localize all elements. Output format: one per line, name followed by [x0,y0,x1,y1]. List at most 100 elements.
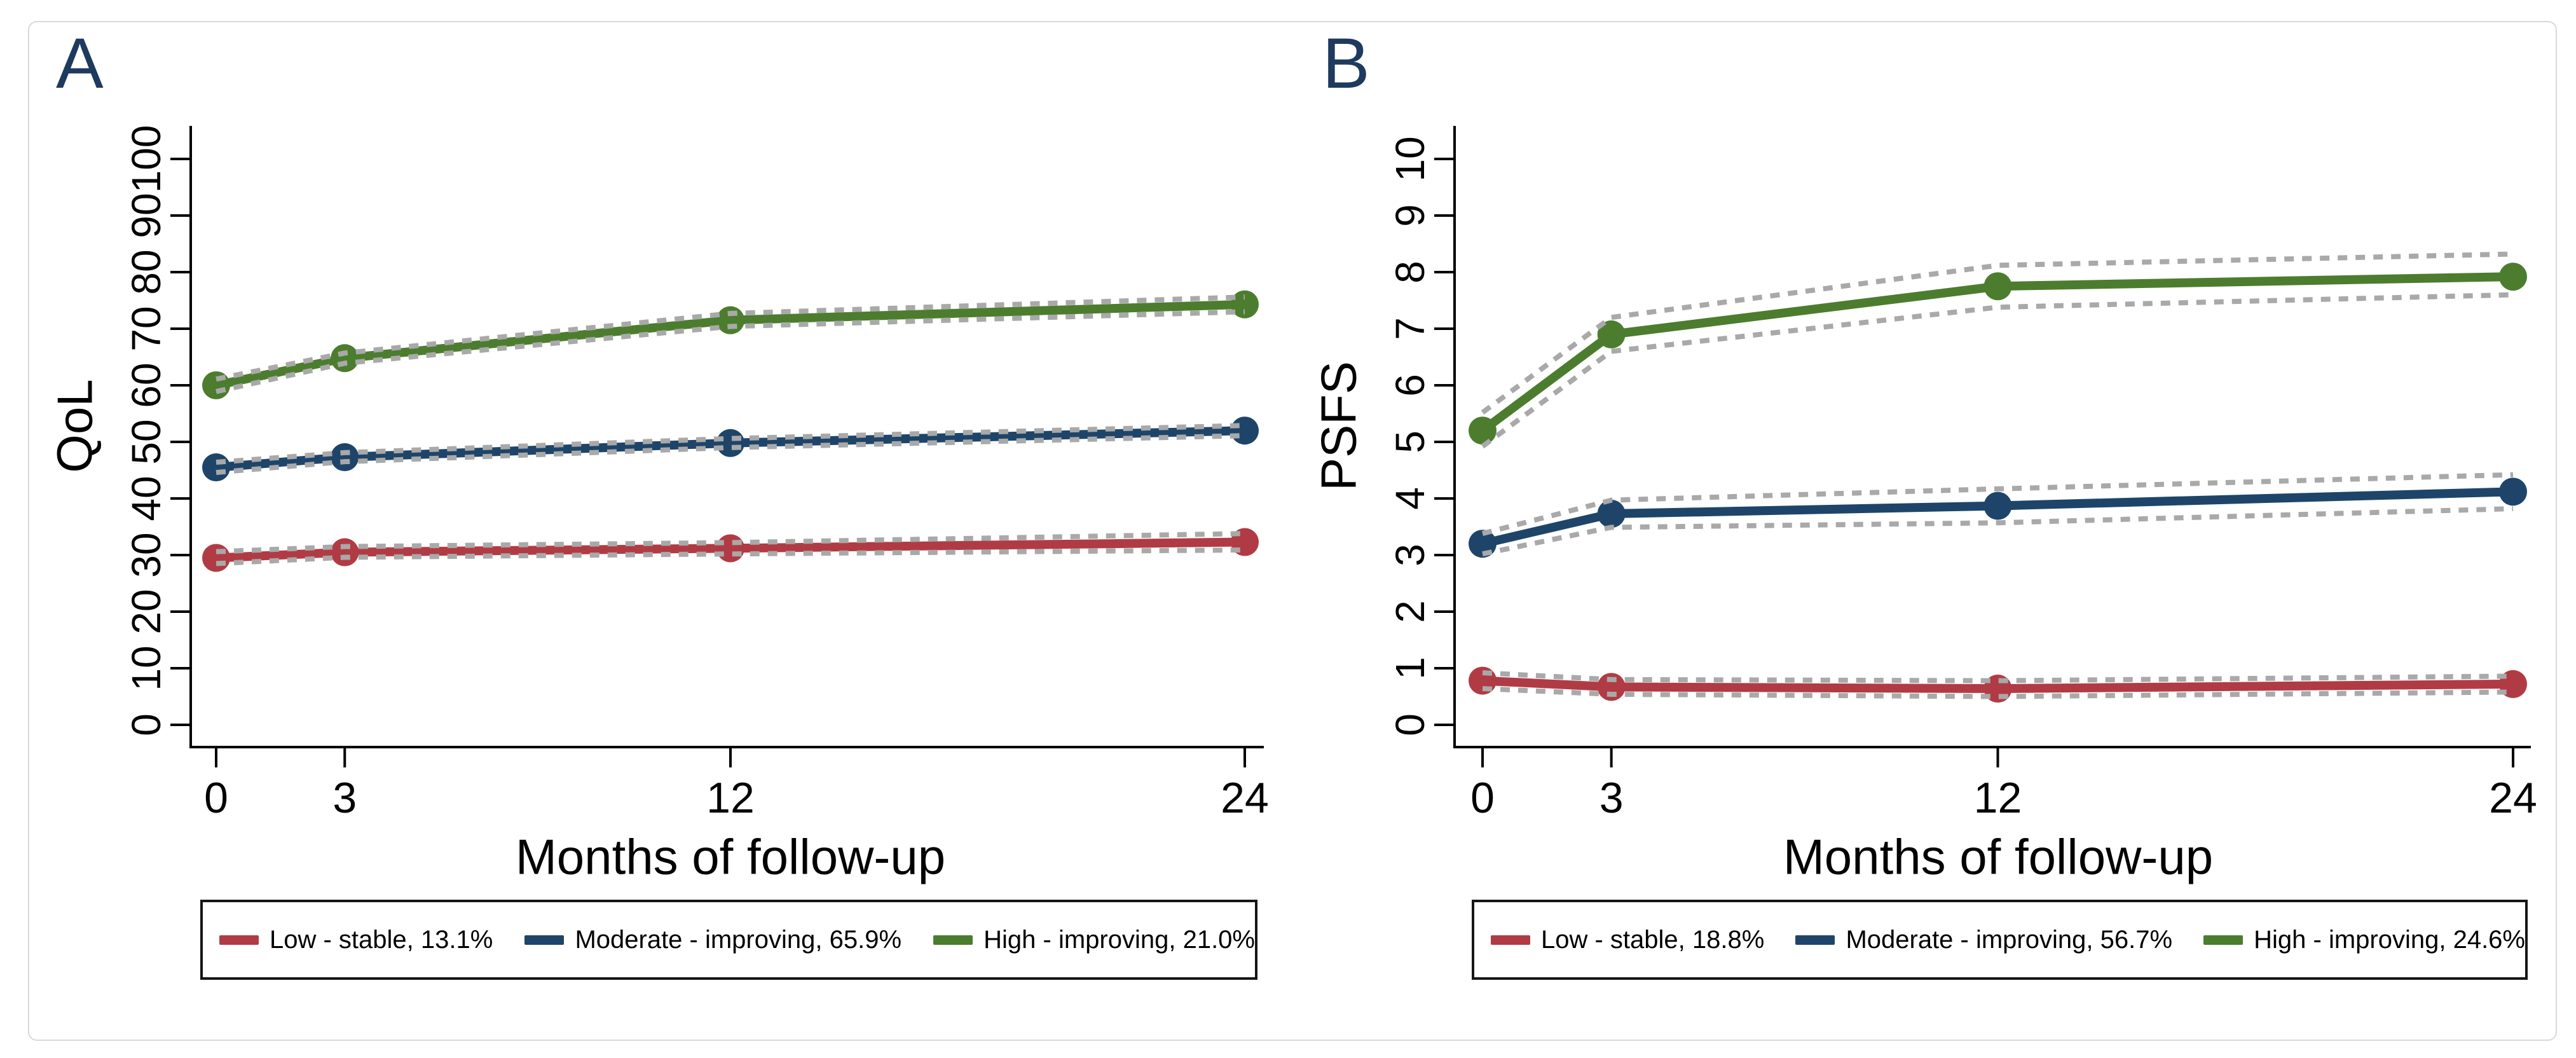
y-tick-label: 4 [1387,487,1433,510]
legend-label: Low - stable, 18.8% [1541,925,1765,954]
confidence-interval-line [1482,686,2514,699]
y-tick-label: 40 [123,476,169,521]
y-tick-label: 10 [123,645,169,690]
trajectory-line [1478,676,2518,694]
confidence-interval-line [1481,292,2514,449]
moderate-improving-line-swatch [1795,935,1835,945]
legend-entry: Low - stable, 18.8% [1491,926,1764,954]
x-tick-label: 3 [1600,774,1624,822]
panel-a: A 0 10 20 30 40 50 60 70 80 90 100 0 3 12 24 QoL Month… [46,24,1269,980]
legend-entry: High - improving, 21.0% [933,926,1255,954]
high-improving-line-swatch [2203,935,2244,945]
confidence-interval-line [1481,472,2514,537]
axes [189,126,1264,748]
data-point-marker [202,453,230,482]
data-point-marker [716,306,744,334]
confidence-interval-line [1482,670,2514,684]
panel-a-legend: Low - stable, 13.1% Moderate - improving… [200,900,1257,980]
data-point-marker [1231,416,1259,445]
low-stable-line-swatch [1491,935,1530,945]
legend-label: Moderate - improving, 56.7% [1846,925,2173,954]
legend-entry: High - improving, 24.6% [2203,926,2525,954]
trajectory-line [212,537,1249,563]
data-point-marker [1983,272,2012,301]
legend-entry: Moderate - improving, 56.7% [1795,926,2172,954]
x-tick-label: 12 [706,774,755,822]
data-point-marker [202,371,230,399]
data-point-marker [331,443,359,472]
y-tick-label: 90 [123,193,169,238]
panel-b-y-axis-title: PSFS [1310,361,1367,491]
data-point-marker [1983,491,2012,520]
y-tick-label: 8 [1387,261,1433,284]
axes [1453,126,2531,748]
panel-b: B 0 1 2 3 4 5 6 7 8 9 10 0 3 12 24 PSFS Months of foll… [1288,0,2576,1058]
panel-a-x-axis-title: Months of follow-up [515,828,946,885]
trajectory-line [1478,272,2518,436]
y-tick-label: 70 [123,306,169,351]
data-point-marker [2499,263,2527,291]
x-tick-label: 0 [1470,774,1495,822]
data-point-marker [2499,477,2527,506]
y-tick-label: 100 [123,125,169,193]
y-tick-label: 30 [123,532,169,577]
y-tick-label: 6 [1387,374,1433,397]
confidence-interval-line [216,547,1245,567]
x-tick-label: 24 [1221,774,1269,822]
data-point-marker [716,534,744,563]
data-point-marker [1469,416,1497,445]
panel-b-label: B [1322,24,1370,103]
x-tick-label: 24 [2489,774,2537,822]
y-tick-label: 80 [123,249,169,294]
y-tick-label: 7 [1387,317,1433,340]
data-point-marker [716,429,744,457]
legend-label: High - improving, 24.6% [2254,925,2525,954]
y-tick-label: 10 [1387,136,1433,181]
y-tick-label: 50 [123,419,169,464]
high-improving-line-swatch [933,935,973,945]
y-tick-label: 5 [1387,430,1433,453]
y-tick-label: 3 [1387,544,1433,567]
data-point-marker [331,344,359,373]
moderate-improving-line-swatch [524,935,565,945]
data-point-marker [1597,673,1626,701]
legend-label: Low - stable, 13.1% [270,925,493,954]
confidence-interval-line [216,433,1245,476]
confidence-interval-line [1482,506,2514,557]
trajectory-line [212,299,1249,390]
y-tick-label: 0 [1387,713,1433,736]
data-point-marker [1231,290,1259,319]
legend-label: High - improving, 21.0% [983,925,1255,954]
trajectory-line [212,426,1249,472]
data-point-marker [1597,500,1626,528]
data-point-marker [202,544,230,572]
legend-entry: Low - stable, 13.1% [219,926,493,954]
confidence-interval-line [216,423,1245,465]
confidence-interval-line [216,309,1245,394]
panel-b-legend: Low - stable, 18.8% Moderate - improving… [1472,900,2528,980]
confidence-interval-line [1481,251,2514,415]
y-tick-label: 0 [123,713,169,736]
y-tick-label: 2 [1387,600,1433,623]
y-tick-label: 60 [123,362,169,408]
x-tick-label: 0 [204,774,228,822]
figure-card [28,21,2557,1041]
legend-label: Moderate - improving, 65.9% [575,925,902,954]
trajectory-line [1478,487,2518,549]
panel-a-label: A [56,24,104,103]
low-stable-line-swatch [219,935,259,945]
x-tick-label: 12 [1974,774,2022,822]
y-tick-label: 9 [1387,204,1433,227]
x-tick-label: 3 [332,774,357,822]
confidence-interval-line [216,294,1245,382]
y-tick-label: 20 [123,589,169,634]
panel-b-x-axis-title: Months of follow-up [1783,828,2214,885]
data-point-marker [331,538,359,567]
confidence-interval-line [216,531,1245,554]
panel-a-y-axis-title: QoL [46,379,103,473]
data-point-marker [1597,320,1626,348]
legend-entry: Moderate - improving, 65.9% [524,926,901,954]
